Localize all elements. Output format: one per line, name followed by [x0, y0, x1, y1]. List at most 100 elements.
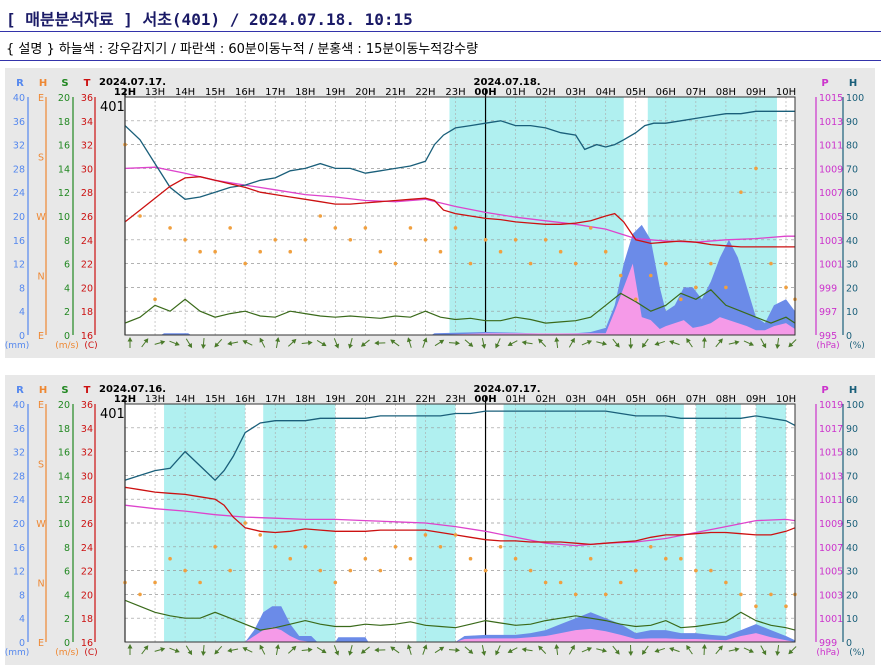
- wind-arrow-glyph: [316, 646, 327, 654]
- wind-arrow-glyph: [715, 645, 723, 655]
- wind-arrow-glyph: [390, 339, 400, 347]
- wind-arrow-glyph: [242, 647, 253, 653]
- wind-direction-point: [664, 261, 668, 266]
- wind-arrow-glyph: [227, 647, 239, 653]
- wind-arrow-glyph: [568, 644, 575, 655]
- axis-header-p: P: [821, 78, 828, 89]
- wind-direction-point: [363, 226, 368, 230]
- axis-header-h-right: H: [849, 78, 857, 89]
- wind-arrow-glyph: [669, 340, 680, 346]
- t-tick-label: 30: [81, 471, 93, 482]
- s-tick-label: 14: [58, 164, 70, 175]
- unit-label-s: (m/s): [55, 341, 79, 351]
- wind-arrow-glyph: [406, 337, 412, 348]
- wind-arrow-head: [127, 644, 133, 649]
- h-tick-label: 20: [846, 283, 858, 294]
- wind-arrow-glyph: [360, 339, 370, 347]
- wind-direction-point: [739, 190, 743, 194]
- r-tick-label: 12: [13, 567, 25, 578]
- wind-direction-point: [739, 592, 743, 597]
- s-tick-label: 2: [64, 307, 70, 318]
- wind-arrow-glyph: [348, 338, 353, 349]
- wind-direction-point: [348, 238, 353, 242]
- wind-arrow-glyph: [448, 647, 460, 653]
- hour-tick-label: 13H: [145, 394, 165, 405]
- p-tick-label: 1017: [819, 424, 843, 435]
- wind-arrow-head: [439, 646, 445, 652]
- wind-arrow-head: [227, 340, 233, 346]
- h-tick-label: 70: [846, 471, 858, 482]
- p-tick-label: 999: [819, 283, 837, 294]
- hour-tick-label: 04H: [596, 394, 616, 405]
- wind-arrow-head: [586, 647, 593, 652]
- t-tick-label: 34: [81, 117, 93, 128]
- date-label-mid: 2024.07.17.: [474, 384, 541, 395]
- wind-arrow-glyph: [521, 340, 533, 346]
- wind-arrow-head: [275, 644, 281, 649]
- p-tick-label: 1007: [819, 188, 843, 199]
- wind-arrow-glyph: [301, 340, 313, 346]
- wind-arrow-head: [307, 647, 313, 653]
- wind-arrow-glyph: [686, 338, 693, 348]
- p-tick-label: 999: [819, 638, 837, 649]
- wind-direction-point: [348, 568, 353, 573]
- wind-arrow-head: [718, 338, 723, 344]
- wind-arrow-head: [521, 647, 527, 653]
- hour-tick-label: 21H: [385, 87, 405, 98]
- wind-arrow-glyph: [422, 337, 428, 348]
- wind-direction-point: [694, 285, 698, 290]
- wind-arrow-head: [495, 650, 500, 656]
- wind-arrow-glyph: [227, 340, 239, 346]
- wind-arrow-head: [701, 644, 707, 649]
- wind-arrow-glyph: [775, 644, 781, 656]
- date-label-mid: 2024.07.18.: [474, 77, 541, 88]
- s-tick-label: 14: [58, 471, 70, 482]
- wind-direction-point: [483, 238, 488, 242]
- r-tick-label: 24: [13, 188, 25, 199]
- wind-arrow-glyph: [715, 338, 723, 348]
- wind-arrow-head: [538, 645, 544, 651]
- wind-direction-point: [468, 261, 473, 266]
- wind-arrow-glyph: [288, 645, 297, 654]
- wind-arrow-glyph: [538, 645, 547, 654]
- s-tick-label: 4: [64, 283, 70, 294]
- t-tick-label: 28: [81, 188, 93, 199]
- wind-arrow-head: [718, 645, 723, 651]
- wind-arrow-head: [686, 338, 691, 344]
- s-tick-label: 10: [58, 212, 70, 223]
- wind-direction-point: [618, 273, 623, 278]
- wind-direction-point: [558, 580, 563, 585]
- p-tick-label: 1003: [819, 590, 843, 601]
- p-tick-label: 1013: [819, 117, 843, 128]
- s-tick-label: 4: [64, 590, 70, 601]
- wind-arrow-head: [390, 339, 396, 345]
- axis-header-s: S: [61, 78, 68, 89]
- hour-tick-label: 16H: [235, 87, 255, 98]
- wind-direction-point: [138, 214, 142, 218]
- wind-arrow-glyph: [259, 644, 266, 655]
- wind-arrow-head: [686, 645, 691, 651]
- wind-direction-point: [138, 592, 142, 597]
- title-divider: [0, 31, 881, 32]
- hour-tick-label: 00H: [474, 87, 496, 98]
- wind-arrow-head: [214, 649, 220, 655]
- wind-direction-point: [618, 580, 623, 585]
- wind-arrow-head: [227, 647, 233, 653]
- hour-tick-label: 16H: [235, 394, 255, 405]
- wind-arrow-head: [641, 649, 647, 655]
- axis-header-r: R: [16, 78, 24, 89]
- wind-arrow-head: [554, 644, 560, 649]
- hour-tick-label: 17H: [265, 394, 285, 405]
- axis-header-h-right: H: [849, 385, 857, 396]
- wind-direction-point: [393, 545, 398, 549]
- wind-arrow-glyph: [464, 646, 474, 654]
- wind-direction-point: [543, 238, 548, 242]
- wind-direction-point: [438, 545, 443, 549]
- p-tick-label: 1015: [819, 93, 843, 104]
- wind-direction-point: [168, 226, 172, 230]
- direction-label: E: [38, 400, 44, 411]
- wind-direction-point: [558, 249, 563, 254]
- wind-arrow-head: [602, 647, 608, 653]
- wind-arrow-head: [507, 341, 513, 346]
- wind-arrow-head: [495, 343, 500, 349]
